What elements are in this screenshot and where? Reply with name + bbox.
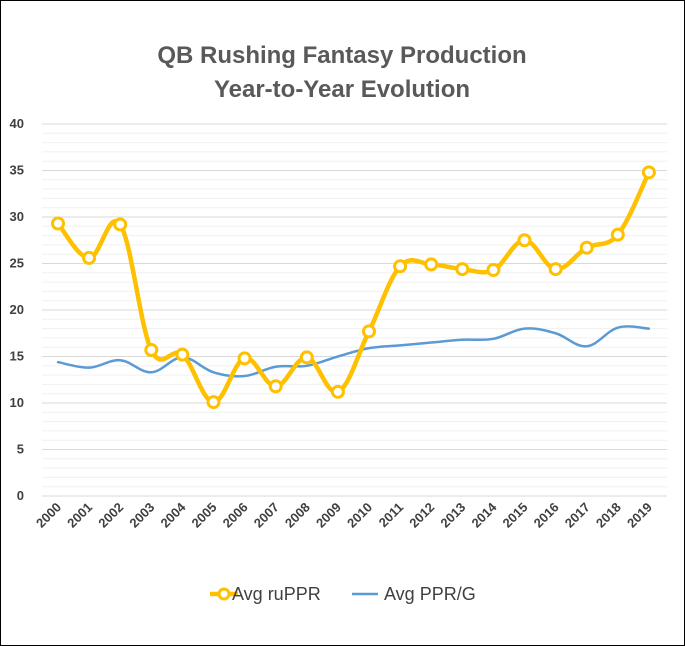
legend-label-avg-ppr-g: Avg PPR/G [384,584,476,604]
x-tick-label: 2008 [282,500,313,531]
data-point-avg-ruppr [641,165,656,180]
data-point-avg-ruppr [113,217,128,232]
data-point-avg-ruppr [175,347,190,362]
y-tick-label: 5 [17,442,24,457]
x-tick-label: 2004 [157,499,189,531]
data-point-avg-ruppr [362,324,376,339]
x-tick-label: 2011 [376,500,407,531]
data-point-avg-ruppr [486,263,501,278]
data-point-avg-ruppr [548,262,563,277]
data-point-avg-ruppr [610,227,625,242]
data-point-avg-ruppr [330,384,345,399]
x-tick-label: 2002 [95,500,126,531]
y-axis-ticks: 0 5 10 15 20 25 30 35 40 [10,116,24,503]
y-tick-label: 35 [10,163,24,178]
legend-marker-avg-ruppr [217,587,231,601]
x-tick-label: 2007 [251,500,282,531]
legend: Avg ruPPR Avg PPR/G [210,584,476,604]
x-tick-label: 2013 [437,500,468,531]
chart-title-line-1: QB Rushing Fantasy Production [157,42,526,69]
x-tick-label: 2012 [406,500,437,531]
data-point-avg-ruppr [268,379,283,394]
y-tick-label: 10 [10,395,24,410]
x-tick-label: 2006 [220,500,251,531]
x-tick-label: 2010 [344,500,375,531]
x-tick-label: 2016 [531,500,562,531]
x-tick-label: 2005 [189,500,220,531]
data-point-avg-ruppr [51,216,65,231]
data-point-avg-ruppr [206,395,221,410]
x-tick-label: 2014 [468,499,500,531]
x-tick-label: 2018 [593,500,624,531]
data-point-avg-ruppr [299,350,314,365]
y-tick-label: 25 [10,256,24,271]
data-point-avg-ruppr [393,259,408,274]
data-point-avg-ruppr [517,233,532,248]
data-point-avg-ruppr [455,262,470,277]
data-point-avg-ruppr [579,240,594,255]
x-tick-label: 2015 [500,500,531,531]
y-tick-label: 0 [17,488,24,503]
x-tick-label: 2000 [33,500,64,531]
y-tick-label: 40 [10,116,24,131]
y-tick-label: 20 [10,302,24,317]
series-line-avg-ruppr [55,170,652,405]
x-tick-label: 2017 [562,500,593,531]
y-tick-label: 30 [10,209,24,224]
chart-title-line-2: Year-to-Year Evolution [214,76,470,103]
x-axis-ticks: 2000 2001 2002 2003 2004 2005 2006 2007 2008 2009… [33,499,655,531]
series-group [51,165,656,410]
data-point-avg-ruppr [237,351,252,366]
series-line-avg-ppr-g [56,325,651,378]
data-point-avg-ruppr [144,342,159,357]
data-point-avg-ruppr [82,250,97,265]
x-tick-label: 2019 [624,500,655,531]
legend-label-avg-ruppr: Avg ruPPR [232,584,321,604]
x-tick-label: 2001 [64,500,95,531]
y-tick-label: 15 [10,349,24,364]
x-tick-label: 2009 [313,500,344,531]
x-tick-label: 2003 [126,500,157,531]
grid-lines [42,123,667,497]
data-point-avg-ruppr [424,257,439,272]
